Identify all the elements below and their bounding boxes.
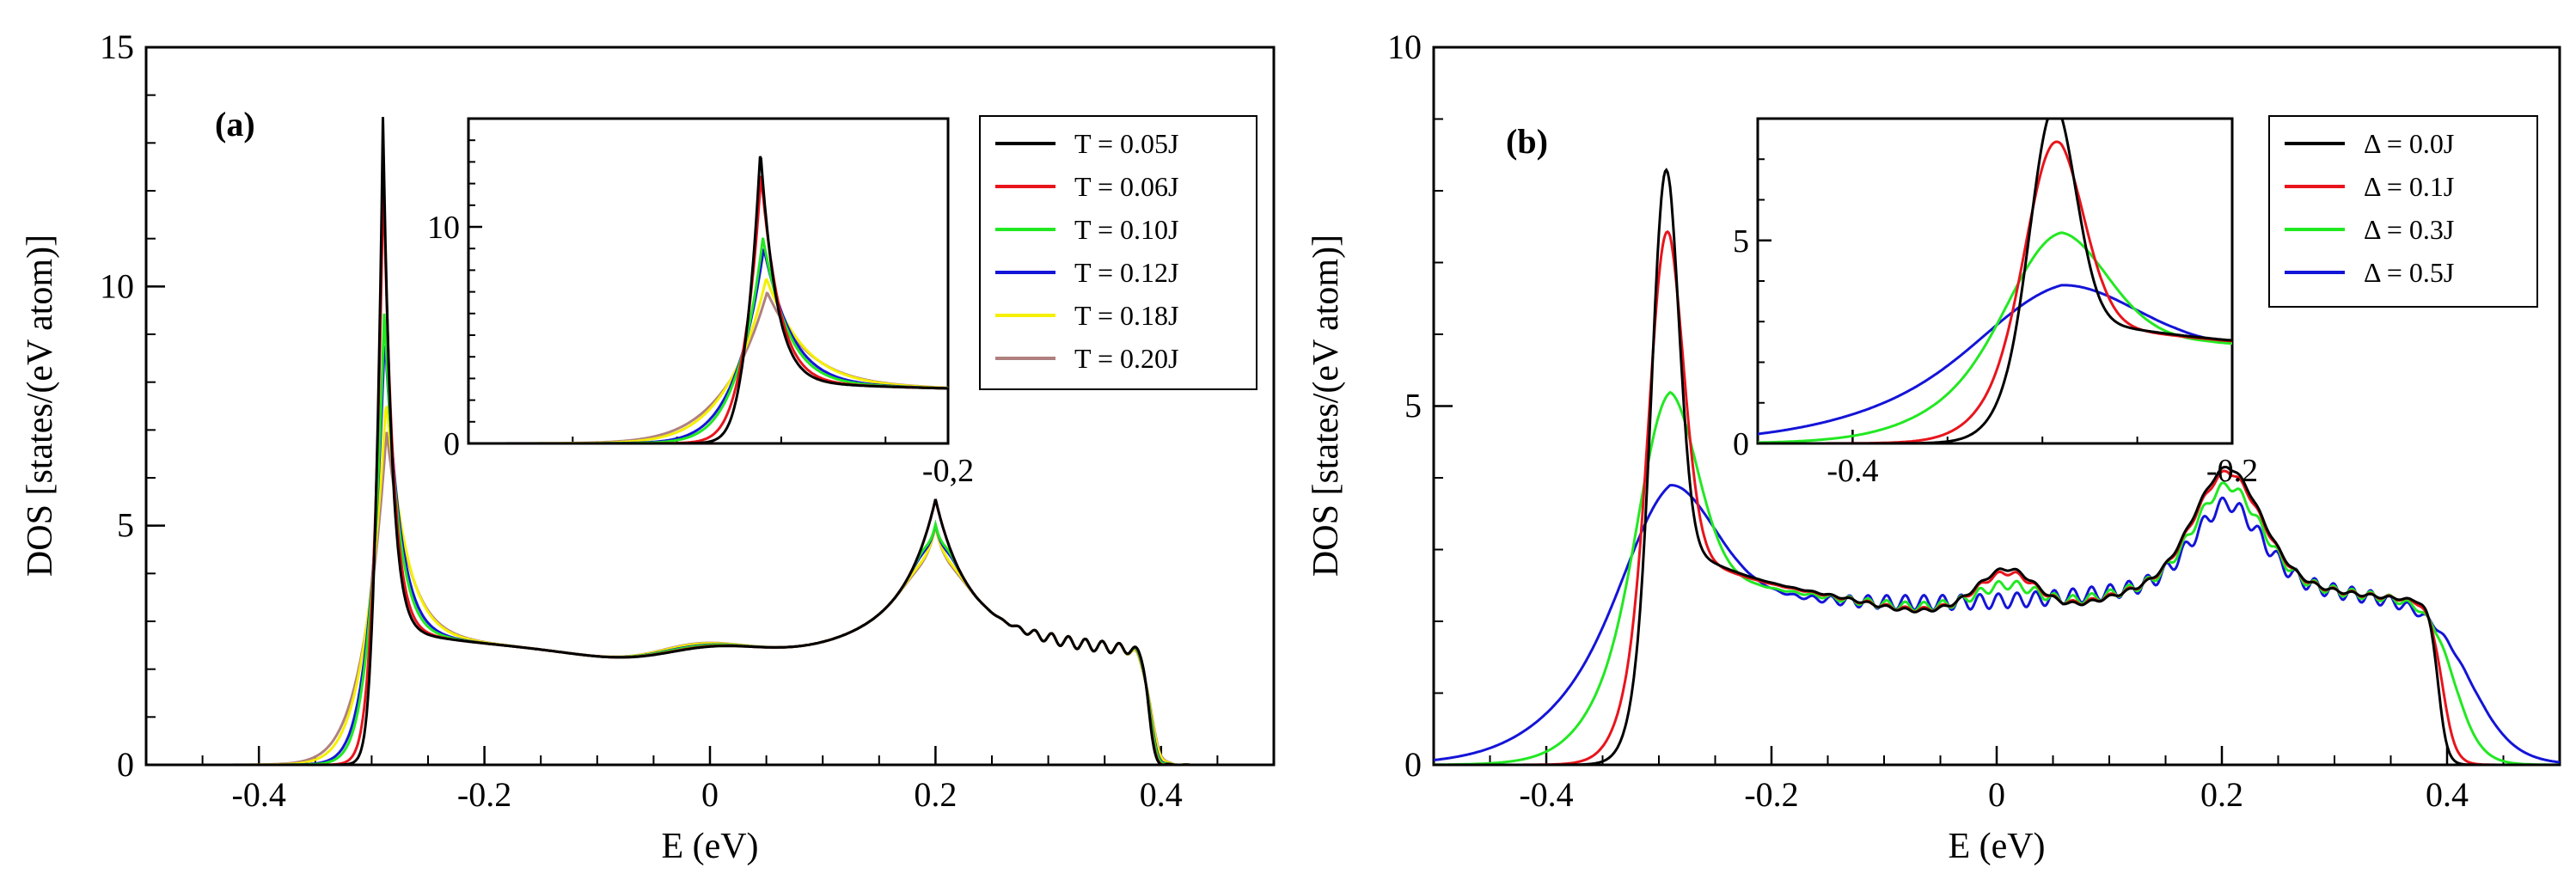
series-line-Δ = 0.5J xyxy=(1433,484,2561,764)
a-ytick-label: 10 xyxy=(100,266,134,305)
legend-entry: T = 0.20J xyxy=(1074,343,1178,374)
inset-series-line-Δ = 0.0J xyxy=(1758,117,2233,445)
legend-entry: T = 0.18J xyxy=(1074,300,1178,331)
panel-b-inset: -0.4 -0.2 0 5 xyxy=(1733,117,2258,489)
inset-series-line-T = 0.05J xyxy=(468,156,948,445)
panel-a-inset-frame xyxy=(467,117,950,445)
series-line-T = 0.20J xyxy=(146,431,1274,767)
legend-entry: T = 0.05J xyxy=(1074,128,1178,159)
panel-b-inset-frame xyxy=(1756,117,2234,445)
b-xtick-label: 0.4 xyxy=(2426,775,2469,814)
panel-a: -0.4 -0.2 0 0.2 0.4 0 5 10 15 (a) E (eV) DOS [st… xyxy=(21,28,1276,866)
panel-a-label: (a) xyxy=(215,105,255,144)
series-line-Δ = 0.0J xyxy=(1434,168,2560,767)
panel-b-axis-ticks: -0.4 -0.2 0 0.2 0.4 0 5 10 xyxy=(1387,28,2561,814)
b-inset-xtick-label: -0.4 xyxy=(1826,453,1878,489)
inset-series-line-Δ = 0.3J xyxy=(1758,231,2232,444)
a-ytick-label: 15 xyxy=(100,28,134,66)
panel-b-label: (b) xyxy=(1506,122,1548,161)
panel-a-inset-curves xyxy=(468,156,949,445)
panel-b-xlabel: E (eV) xyxy=(1948,827,2045,866)
a-xtick-label: 0.4 xyxy=(1140,775,1183,814)
series-line-T = 0.05J xyxy=(146,117,1274,767)
legend-entry: T = 0.12J xyxy=(1074,257,1178,288)
legend-entry: Δ = 0.3J xyxy=(2364,214,2454,245)
panel-b-ylabel: DOS [states/(eV atom)] xyxy=(1306,235,1346,577)
a-ytick-label: 5 xyxy=(117,506,134,545)
series-line-Δ = 0.3J xyxy=(1434,390,2560,767)
panel-a-xlabel: E (eV) xyxy=(661,827,758,866)
a-inset-xtick-label: -0,2 xyxy=(922,453,974,489)
a-xtick-label: -0.4 xyxy=(232,775,286,814)
panel-a-axis-ticks: -0.4 -0.2 0 0.2 0.4 0 5 10 15 xyxy=(100,28,1275,814)
panel-a-inset: -0,2 0 10 xyxy=(427,117,974,489)
legend-entry: T = 0.10J xyxy=(1074,214,1178,245)
a-xtick-label: 0.2 xyxy=(914,775,957,814)
legend-entry: T = 0.06J xyxy=(1074,171,1178,202)
a-inset-ytick-label: 10 xyxy=(427,210,460,246)
panel-b-legend: Δ = 0.0J Δ = 0.1J Δ = 0.3J Δ = 0.5J xyxy=(2268,115,2538,308)
b-inset-ytick-label: 5 xyxy=(1733,223,1749,260)
b-ytick-label: 10 xyxy=(1387,28,1422,66)
panel-a-legend-box xyxy=(979,115,1257,390)
panel-b-legend-box xyxy=(2268,115,2538,308)
a-ytick-label: 0 xyxy=(117,745,134,784)
panel-a-inset-ticks: -0,2 0 10 xyxy=(427,118,974,489)
panel-b-inset-ticks: -0.4 -0.2 0 5 xyxy=(1733,118,2258,489)
panel-b-inset-curves xyxy=(1757,117,2233,445)
panel-a-legend: T = 0.05J T = 0.06J T = 0.10J T = 0.12J T = … xyxy=(979,115,1257,390)
b-inset-xtick-label: -0.2 xyxy=(2206,453,2258,489)
panel-a-ylabel: DOS [states/(eV atom)] xyxy=(21,235,60,577)
a-xtick-label: 0 xyxy=(701,775,719,814)
b-xtick-label: -0.4 xyxy=(1519,775,1573,814)
b-xtick-label: -0.2 xyxy=(1744,775,1798,814)
legend-entry: Δ = 0.0J xyxy=(2364,128,2454,159)
legend-entry: Δ = 0.1J xyxy=(2364,171,2454,202)
series-line-T = 0.18J xyxy=(146,406,1274,767)
panel-a-curves xyxy=(146,117,1274,767)
b-xtick-label: 0 xyxy=(1988,775,2005,814)
b-ytick-label: 5 xyxy=(1404,387,1422,425)
a-xtick-label: -0.2 xyxy=(457,775,511,814)
b-ytick-label: 0 xyxy=(1404,745,1422,784)
b-inset-ytick-label: 0 xyxy=(1733,426,1749,462)
legend-entry: Δ = 0.5J xyxy=(2364,257,2454,288)
panel-b: -0.4 -0.2 0 0.2 0.4 0 5 10 (b) E (eV) DOS [stat… xyxy=(1306,28,2561,866)
panel-b-curves xyxy=(1433,168,2561,767)
b-xtick-label: 0.2 xyxy=(2200,775,2243,814)
a-inset-ytick-label: 0 xyxy=(444,426,460,462)
